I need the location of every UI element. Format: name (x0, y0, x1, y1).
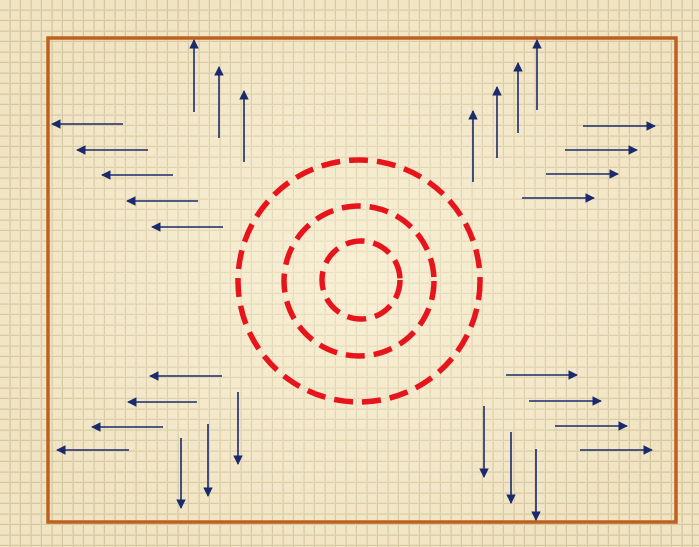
arrow-group-bottom-right-down (479, 406, 541, 521)
arrow-group-top-right-up (468, 39, 542, 182)
arrow-group-bottom-right-right (506, 370, 653, 455)
rings (235, 157, 483, 405)
arrow-group-top-left-up (189, 39, 249, 162)
frame (46, 36, 678, 524)
arrow-group-top-left-left (51, 119, 223, 232)
middle-ring (281, 203, 437, 359)
outer-ring (235, 157, 483, 405)
arrow-group-bottom-left-left (56, 371, 222, 455)
inner-ring (319, 238, 403, 322)
arrow-group-top-right-right (522, 121, 656, 203)
arrows (51, 39, 656, 521)
arrow-group-bottom-left-down (176, 392, 243, 509)
